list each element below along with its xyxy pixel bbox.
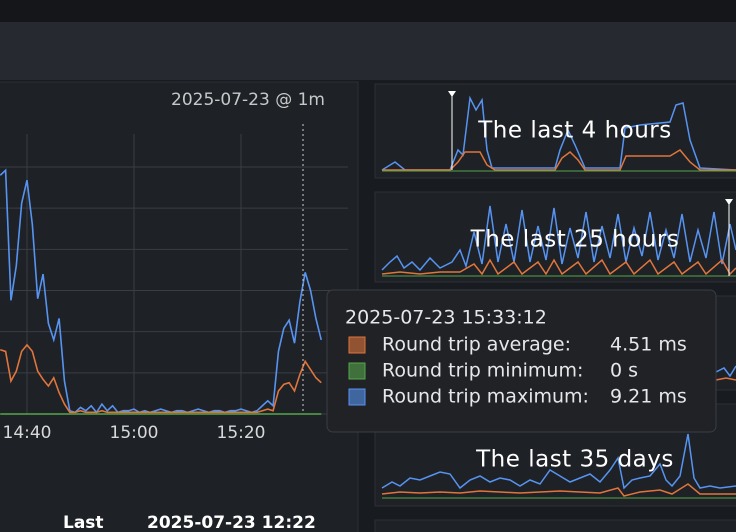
sparkline — [382, 149, 736, 171]
x-tick-label: 15:00 — [110, 423, 159, 443]
panel — [374, 519, 736, 532]
series-line — [0, 168, 323, 414]
panel-title: The last 25 hours — [470, 227, 680, 253]
main-panel — [0, 81, 359, 532]
sparkline — [381, 258, 736, 276]
legend-swatch — [348, 336, 366, 354]
legend-swatch — [348, 388, 366, 406]
series-line — [0, 343, 322, 414]
sparkline — [381, 95, 736, 171]
tooltip-value: 9.21 ms — [610, 386, 687, 408]
toolbar — [0, 22, 736, 80]
panel-25-hours: The last 25 hours — [374, 191, 736, 283]
footer-value: 2025-07-23 12:22 — [147, 513, 316, 532]
sparkline — [381, 483, 736, 497]
tooltip-box — [326, 289, 717, 433]
panel — [374, 191, 736, 283]
panel — [374, 83, 736, 179]
sparkline — [715, 365, 736, 378]
panel-title: The last 4 hours — [477, 118, 672, 144]
x-tick-label: 14:40 — [3, 423, 52, 443]
panel-4-hours: The last 4 hours — [374, 83, 736, 179]
tooltip-value: 0 s — [610, 360, 638, 382]
footer-label: Last — [63, 513, 104, 532]
legend-swatch — [348, 362, 366, 380]
tooltip-label: Round trip minimum: — [382, 360, 583, 382]
panel-timestamp: 2025-07-23 @ 1m — [171, 90, 325, 110]
annotation-marker — [448, 91, 456, 97]
sparkline — [715, 377, 736, 381]
tooltip-label: Round trip average: — [382, 334, 571, 356]
x-tick-label: 15:20 — [217, 423, 266, 443]
sparkline — [381, 205, 736, 272]
tooltip-time: 2025-07-23 15:33:12 — [345, 307, 547, 329]
annotation-marker — [725, 199, 733, 205]
tooltip-value: 4.51 ms — [610, 334, 687, 356]
sparkline — [381, 433, 736, 490]
main-chart: 14:40 15:00 15:20 — [0, 134, 348, 443]
tooltip-label: Round trip maximum: — [382, 386, 589, 408]
panel-title: The last 35 days — [475, 447, 674, 473]
top-bar — [0, 0, 736, 22]
tooltip: 2025-07-23 15:33:12 Round trip average: 4… — [326, 289, 717, 433]
